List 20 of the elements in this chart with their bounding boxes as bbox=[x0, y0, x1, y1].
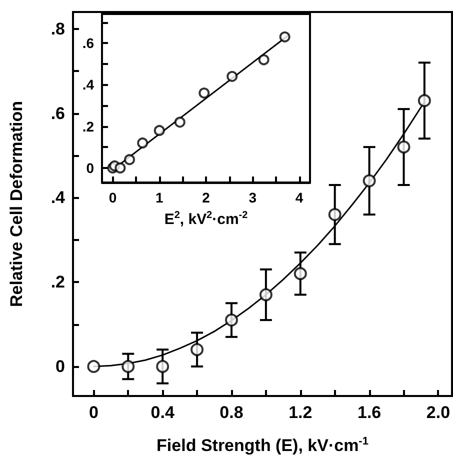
x-tick-label: 0.8 bbox=[220, 403, 244, 422]
y-tick-label: .2 bbox=[82, 118, 94, 134]
y-tick-label: .6 bbox=[82, 35, 94, 52]
x-tick-label: 1.2 bbox=[288, 403, 312, 422]
y-tick-label: 0 bbox=[56, 356, 65, 376]
y-tick-label: .6 bbox=[50, 104, 65, 123]
x-tick-label: 2 bbox=[202, 190, 210, 206]
x-tick-label: 1 bbox=[155, 190, 164, 206]
x-tick-label: 4 bbox=[295, 190, 304, 206]
y-tick-label: .4 bbox=[50, 188, 66, 208]
y-tick-label: .4 bbox=[82, 76, 94, 93]
x-tick-label: 1.6 bbox=[357, 403, 382, 422]
y-tick-label: .2 bbox=[50, 272, 65, 292]
y-tick-label: .8 bbox=[50, 19, 65, 38]
x-tick-label: 0.4 bbox=[150, 403, 175, 422]
x-tick-label: 2.0 bbox=[426, 403, 450, 422]
x-tick-label: 0 bbox=[108, 190, 117, 206]
y-tick-label: 0 bbox=[86, 160, 94, 176]
y-axis-title: Relative Cell Deformation bbox=[7, 101, 26, 307]
x-tick-label: 3 bbox=[248, 190, 257, 206]
